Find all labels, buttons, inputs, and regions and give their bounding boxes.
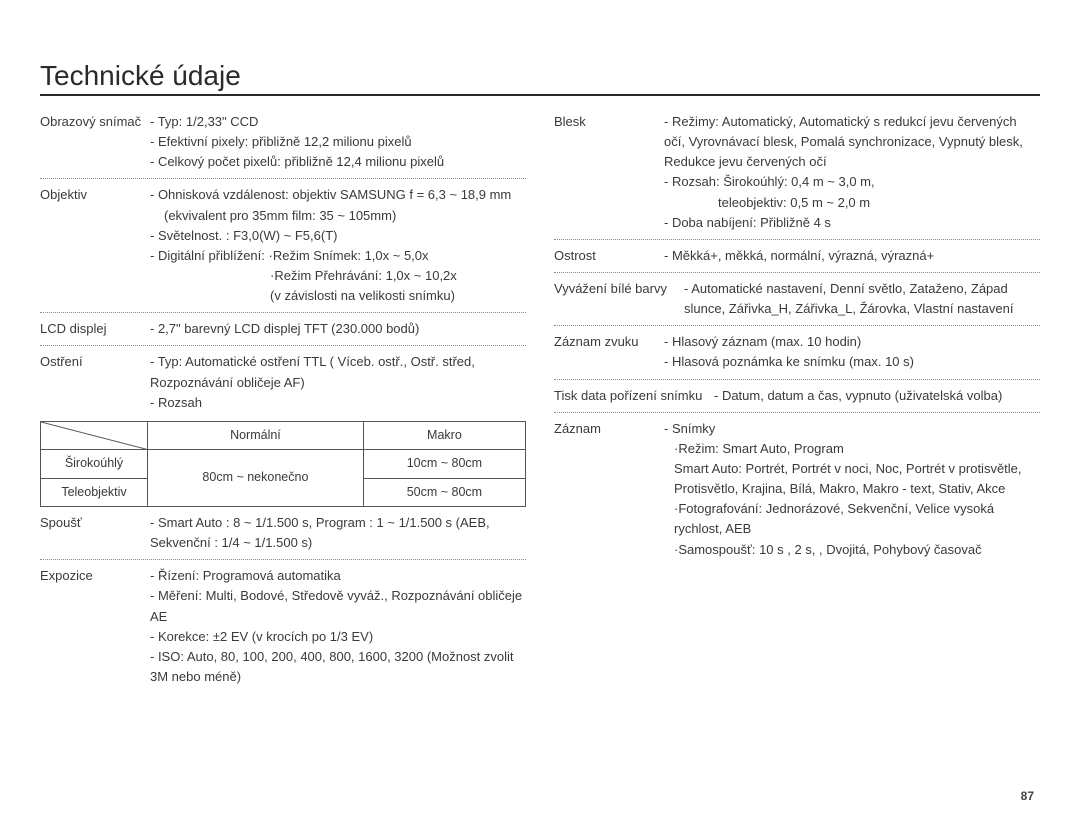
value-sound: - Hlasový záznam (max. 10 hodin) - Hlaso… — [664, 332, 1040, 372]
value-focus: - Typ: Automatické ostření TTL ( Víceb. … — [150, 352, 526, 412]
divider — [554, 239, 1040, 240]
label-imprint: Tisk data pořízení snímku — [554, 386, 714, 406]
label-record: Záznam — [554, 419, 664, 439]
spec-focus: Ostření - Typ: Automatické ostření TTL (… — [40, 350, 526, 414]
label-shutter: Spoušť — [40, 513, 150, 533]
label-lens: Objektiv — [40, 185, 150, 205]
table-row-tele: Teleobjektiv — [41, 478, 148, 506]
spec-shutter: Spoušť - Smart Auto : 8 ~ 1/1.500 s, Pro… — [40, 511, 526, 555]
label-lcd: LCD displej — [40, 319, 150, 339]
value-flash: - Režimy: Automatický, Automatický s red… — [664, 112, 1040, 233]
spec-sensor: Obrazový snímač - Typ: 1/2,33" CCD - Efe… — [40, 110, 526, 174]
value-imprint: - Datum, datum a čas, vypnuto (uživatels… — [714, 386, 1040, 406]
right-column: Blesk - Režimy: Automatický, Automatický… — [554, 110, 1040, 689]
table-header-normal: Normální — [148, 421, 364, 449]
table-cell-normal: 80cm ~ nekonečno — [148, 450, 364, 507]
spec-sound: Záznam zvuku - Hlasový záznam (max. 10 h… — [554, 330, 1040, 374]
label-sharpness: Ostrost — [554, 246, 664, 266]
value-exposure: - Řízení: Programová automatika - Měření… — [150, 566, 526, 687]
label-wb: Vyvážení bílé barvy — [554, 279, 684, 299]
label-sound: Záznam zvuku — [554, 332, 664, 352]
page-number: 87 — [1021, 789, 1034, 803]
value-record: - Snímky ·Režim: Smart Auto, Program Sma… — [664, 419, 1040, 560]
label-flash: Blesk — [554, 112, 664, 132]
divider — [554, 379, 1040, 380]
spec-lcd: LCD displej - 2,7" barevný LCD displej T… — [40, 317, 526, 341]
table-row-wide: Širokoúhlý — [41, 450, 148, 478]
label-exposure: Expozice — [40, 566, 150, 586]
spec-imprint: Tisk data pořízení snímku - Datum, datum… — [554, 384, 1040, 408]
label-focus: Ostření — [40, 352, 150, 372]
divider — [40, 178, 526, 179]
value-sharpness: - Měkká+, měkká, normální, výrazná, výra… — [664, 246, 1040, 266]
spec-sharpness: Ostrost - Měkká+, měkká, normální, výraz… — [554, 244, 1040, 268]
spec-wb: Vyvážení bílé barvy - Automatické nastav… — [554, 277, 1040, 321]
divider — [554, 325, 1040, 326]
table-cell-wide-makro: 10cm ~ 80cm — [363, 450, 525, 478]
label-sensor: Obrazový snímač — [40, 112, 150, 132]
columns: Obrazový snímač - Typ: 1/2,33" CCD - Efe… — [40, 110, 1040, 689]
left-column: Obrazový snímač - Typ: 1/2,33" CCD - Efe… — [40, 110, 526, 689]
spec-exposure: Expozice - Řízení: Programová automatika… — [40, 564, 526, 689]
table-cell-tele-makro: 50cm ~ 80cm — [363, 478, 525, 506]
spec-record: Záznam - Snímky ·Režim: Smart Auto, Prog… — [554, 417, 1040, 562]
table-header-makro: Makro — [363, 421, 525, 449]
value-shutter: - Smart Auto : 8 ~ 1/1.500 s, Program : … — [150, 513, 526, 553]
divider — [554, 272, 1040, 273]
divider — [40, 312, 526, 313]
divider — [40, 559, 526, 560]
value-sensor: - Typ: 1/2,33" CCD - Efektivní pixely: p… — [150, 112, 526, 172]
spec-lens: Objektiv - Ohnisková vzdálenost: objekti… — [40, 183, 526, 308]
divider — [554, 412, 1040, 413]
spec-flash: Blesk - Režimy: Automatický, Automatický… — [554, 110, 1040, 235]
focus-range-table: Normální Makro Širokoúhlý 80cm ~ nekoneč… — [40, 421, 526, 507]
value-lens: - Ohnisková vzdálenost: objektiv SAMSUNG… — [150, 185, 526, 306]
divider — [40, 345, 526, 346]
table-diag-cell — [41, 421, 148, 449]
page-title: Technické údaje — [40, 60, 1040, 96]
value-lcd: - 2,7" barevný LCD displej TFT (230.000 … — [150, 319, 526, 339]
value-wb: - Automatické nastavení, Denní světlo, Z… — [684, 279, 1040, 319]
